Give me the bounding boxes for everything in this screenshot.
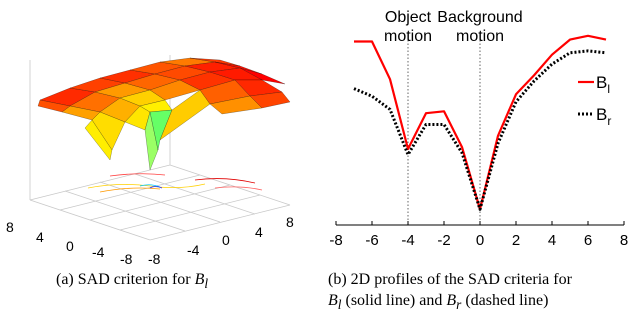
profile-x-ticks: -8 -6 -4 -2 0 2 4 6 8: [329, 221, 628, 249]
caption-b-line2: Bl (solid line) and Br (dashed line): [328, 292, 549, 313]
tick-label: -8: [148, 251, 161, 267]
surface-mesh: [37, 57, 291, 171]
profile-annotations: Object motion Background motion: [384, 9, 523, 225]
x-tick-label: 4: [548, 232, 556, 249]
legend-label: Bl: [596, 73, 610, 96]
tick-label: 4: [255, 224, 263, 240]
surface-right-ticks: -8 -4 0 4 8: [148, 214, 294, 267]
legend-label: Br: [596, 105, 611, 128]
caption-b: (b) 2D profiles of the SAD criteria for: [328, 271, 572, 288]
x-tick-label: 6: [584, 232, 592, 249]
x-tick-label: -8: [329, 232, 342, 249]
surface-left-ticks: 8 4 0 -4 -8: [6, 219, 133, 267]
surface-plot: 8 4 0 -4 -8 -8 -4 0 4 8: [6, 55, 294, 267]
x-tick-label: -2: [437, 232, 450, 249]
profile-chart: Object motion Background motion -8 -6 -4 -2 0 2 4…: [329, 9, 628, 249]
x-tick-label: 0: [476, 232, 484, 249]
series-line-r: [353, 49, 607, 211]
surface-floor-contours: [87, 173, 263, 193]
tick-label: 0: [222, 232, 230, 248]
annotation-label: motion: [456, 28, 504, 45]
x-tick-label: -4: [401, 232, 414, 249]
tick-label: 8: [6, 219, 14, 235]
profile-legend: Bl Br: [574, 62, 616, 132]
x-tick-label: 2: [512, 232, 520, 249]
legend-box: [574, 62, 616, 132]
tick-label: -8: [120, 251, 133, 267]
annotation-label: Object: [385, 9, 432, 26]
tick-label: 4: [36, 229, 44, 245]
caption-a: (a) SAD criterion for Bl: [56, 271, 209, 292]
profile-series: [353, 34, 607, 211]
tick-label: 8: [286, 214, 294, 230]
tick-label: -4: [92, 244, 105, 260]
x-tick-label: -6: [365, 232, 378, 249]
x-tick-label: 8: [620, 232, 628, 249]
annotation-label: motion: [384, 28, 432, 45]
annotation-label: Background: [437, 9, 522, 26]
tick-label: -4: [187, 242, 200, 258]
tick-label: 0: [66, 238, 74, 254]
